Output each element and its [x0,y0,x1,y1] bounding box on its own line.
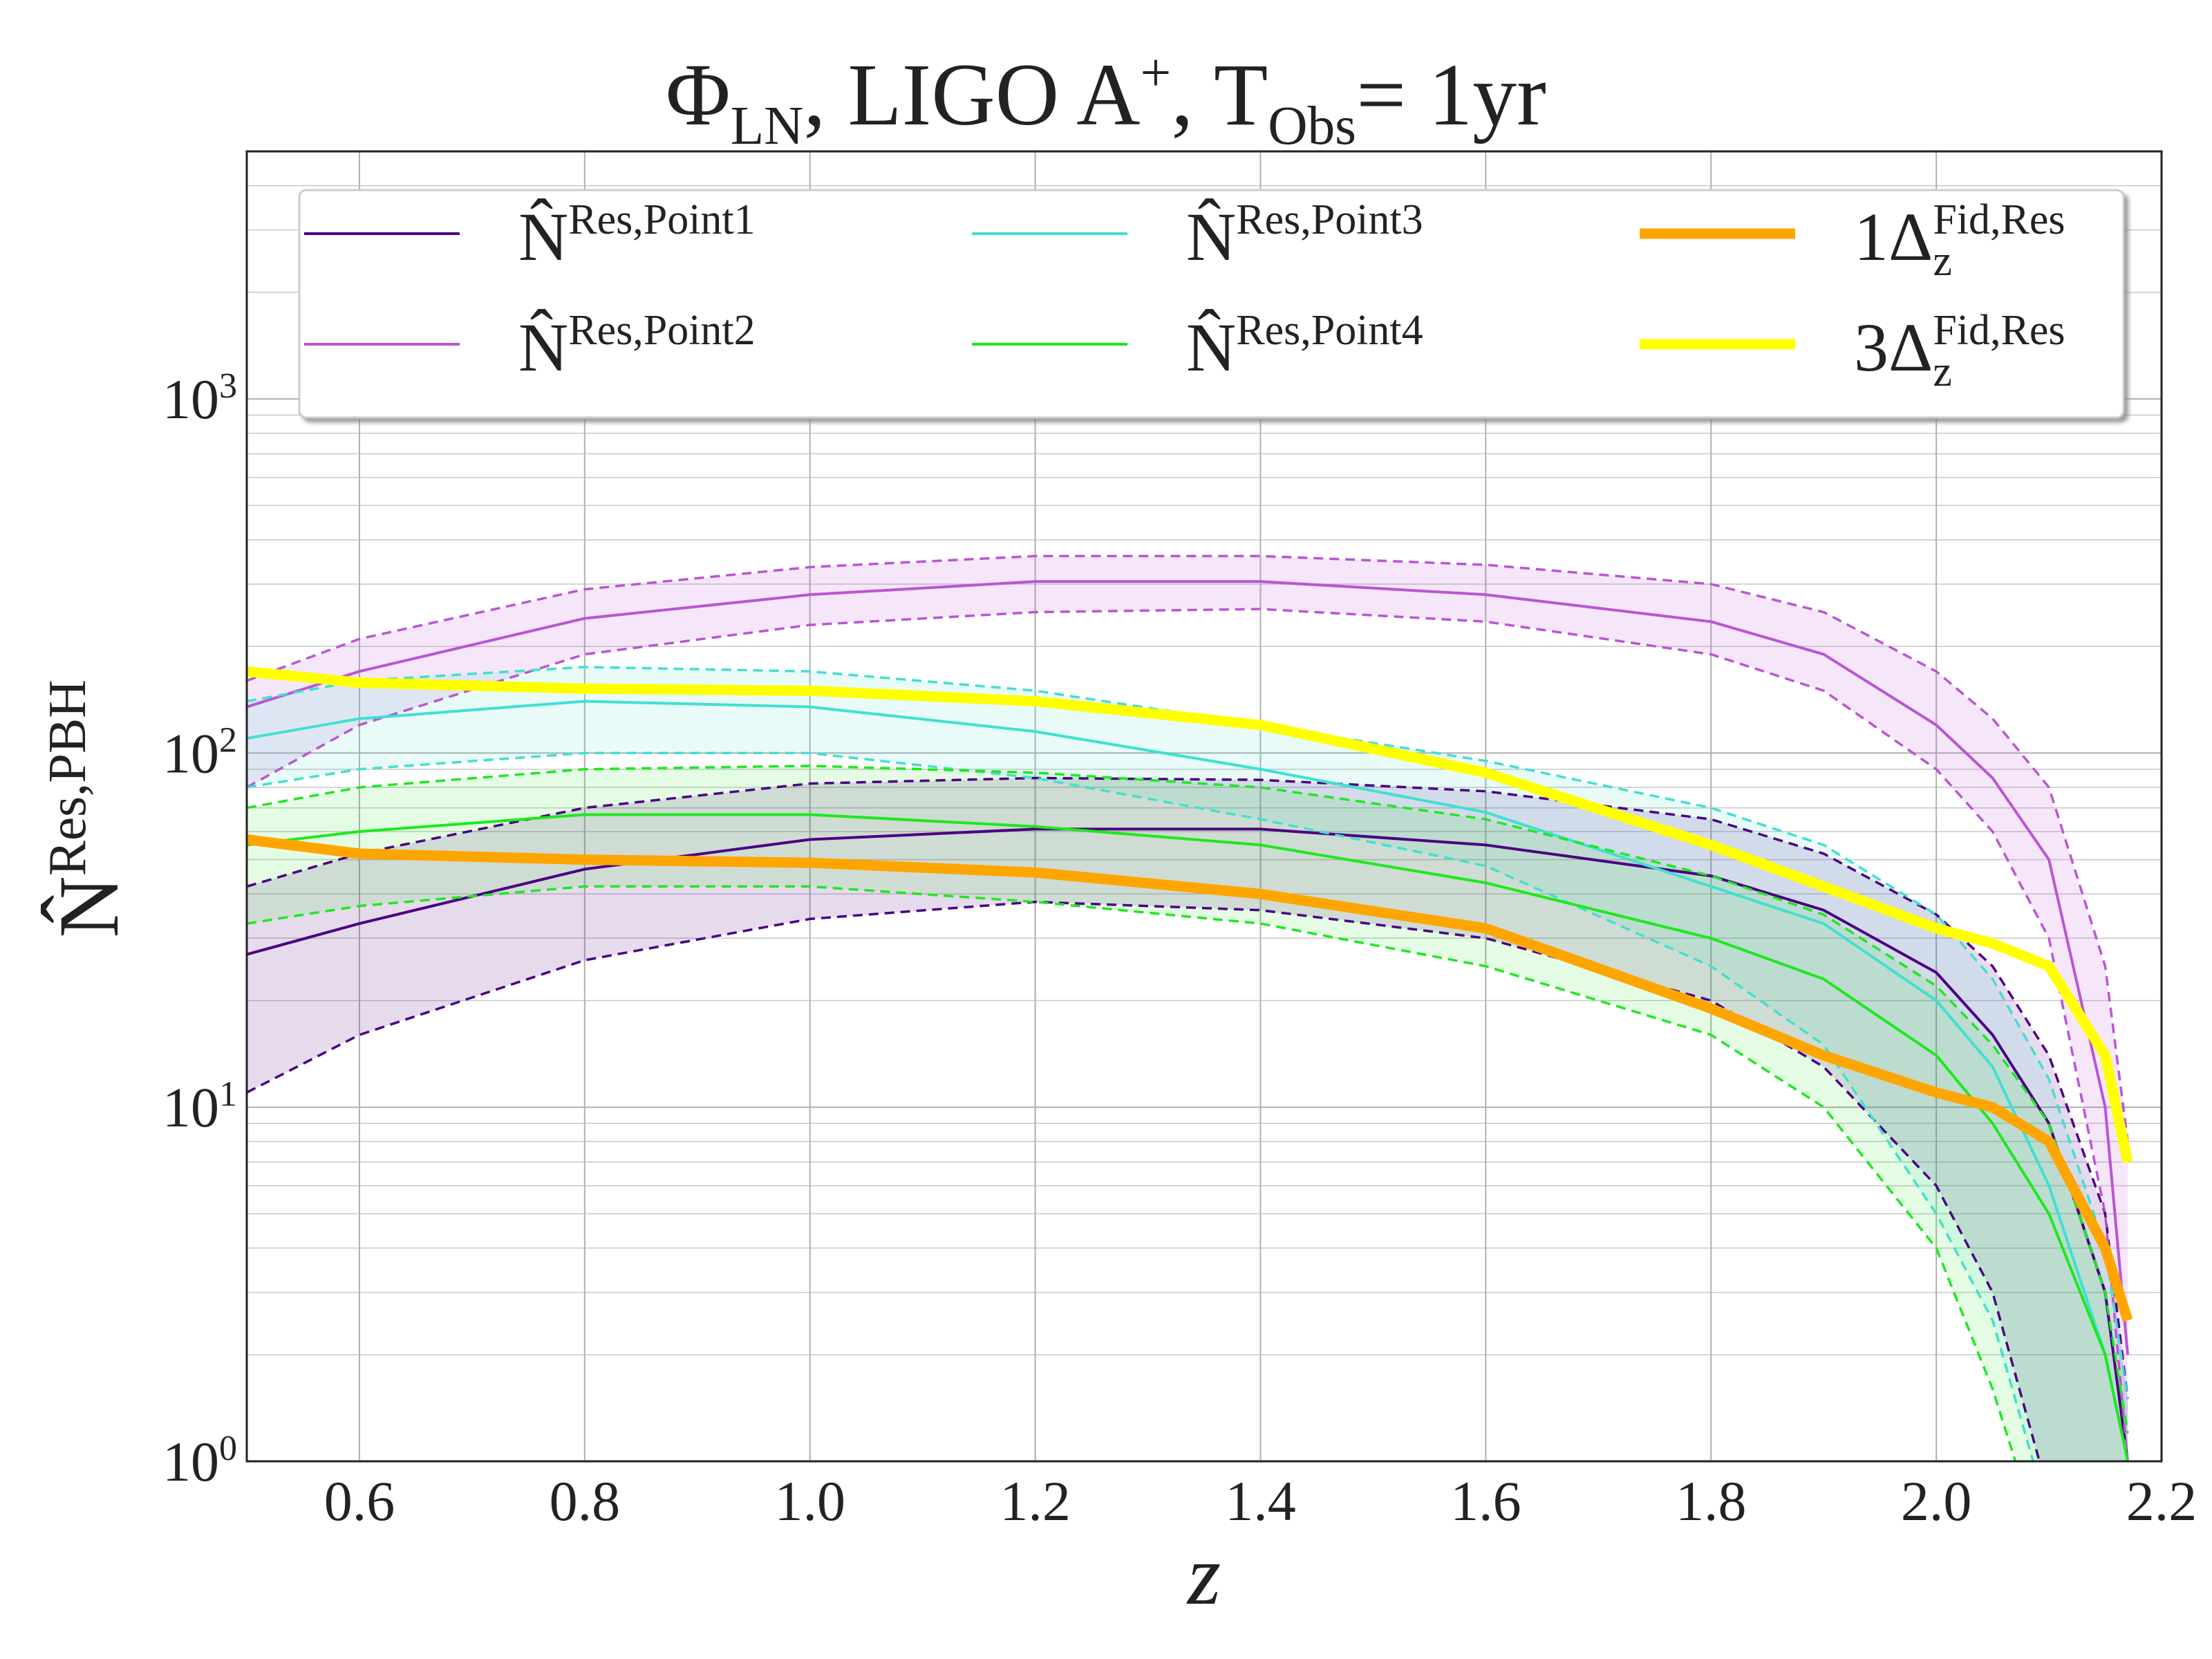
legend-label-part: Res,Point3 [1236,196,1423,243]
band [247,666,2128,1461]
legend-label: N̂ Res,Point2 [518,307,756,386]
y-tick-exponent: 2 [219,720,237,760]
band-upper [247,666,2129,1400]
y-tick-exponent: 0 [219,1429,237,1468]
chart-title-part: + [1141,42,1172,103]
y-tick-label: 210 [162,720,237,785]
x-tick-label: 1.0 [774,1470,845,1533]
legend-label-part: Res,Point4 [1236,307,1423,354]
y-axis-label-part: Res,PBH [38,679,97,876]
y-tick-label: 110 [162,1075,237,1139]
x-tick-label: 1.6 [1450,1470,1521,1533]
line [247,700,2130,1461]
legend-label: N̂ Res,Point4 [1186,307,1423,386]
legend-label-part: N̂ [1186,308,1236,386]
x-tick-label: 0.6 [324,1470,395,1533]
chart-title-part: = 1yr [1356,46,1546,144]
y-axis-label-group: N̂Res,PBH [38,679,136,938]
legend-label-part: Fid,Res [1933,307,2065,354]
line [247,834,2133,1322]
legend-label-part: z [1933,348,1952,395]
x-tick-label: 2.2 [2126,1470,2197,1533]
legend-label-part: N̂ [518,198,568,275]
legend-label-part: 1Δ [1854,198,1933,275]
chart-title-part: , LIGO A [803,46,1140,144]
band [247,556,2128,1461]
chart-title-part: LN [731,95,804,156]
legend-label-part: 3Δ [1854,309,1933,386]
x-tick-label: 1.2 [1000,1470,1071,1533]
y-axis-label-part: N̂ [41,876,136,938]
band-upper [247,765,2129,1434]
band-lower [247,608,2129,1461]
chart-title-part: Φ [666,46,731,144]
y-axis-label: N̂Res,PBH [38,679,136,938]
legend-label-part: N̂ [1186,198,1236,275]
legend-label: N̂ Res,Point1 [518,196,756,275]
plot-frame [245,150,2163,1463]
legend-label-part: N̂ [518,308,568,386]
y-tick-base: 10 [162,1430,219,1493]
legend-box [298,189,2125,419]
line [247,580,2130,1355]
y-tick-base: 10 [162,1076,219,1139]
band [247,765,2128,1461]
y-tick-label: 010 [162,1429,237,1493]
band [247,778,2128,1461]
legend-label-part: Res,Point1 [568,196,755,243]
x-tick-label: 0.8 [550,1470,621,1533]
legend-label-part: Res,Point2 [568,307,755,354]
legend-label-part: z [1933,238,1952,285]
x-tick-label: 1.8 [1676,1470,1747,1533]
labels: 0.6 0.8 1.0 1.2 1.4 1.6 1.8 2.0 2.2010110210310Φ… [38,42,2197,1622]
y-tick-label: 310 [162,366,237,431]
chart-title-part: , T [1171,46,1268,144]
y-tick-exponent: 3 [219,366,237,406]
x-tick-label: 2.0 [1901,1470,1972,1533]
line [247,813,2130,1461]
chart-title-part: Obs [1268,95,1356,156]
line [247,666,2133,1163]
y-tick-exponent: 1 [219,1075,237,1114]
chart-title: Φ LN, LIGO A +, T Obs = 1yr [666,42,1546,156]
marks [247,554,2133,1461]
legend-label: N̂ Res,Point3 [1186,196,1423,275]
x-tick-label: 1.4 [1225,1470,1296,1533]
y-tick-base: 10 [162,368,219,431]
band-upper [247,776,2129,1400]
y-tick-base: 10 [162,722,219,785]
band-lower [247,751,2035,1461]
x-axis-label: z [1186,1528,1221,1622]
legend-label-part: Fid,Res [1933,196,2065,243]
band-upper [247,554,2129,1142]
